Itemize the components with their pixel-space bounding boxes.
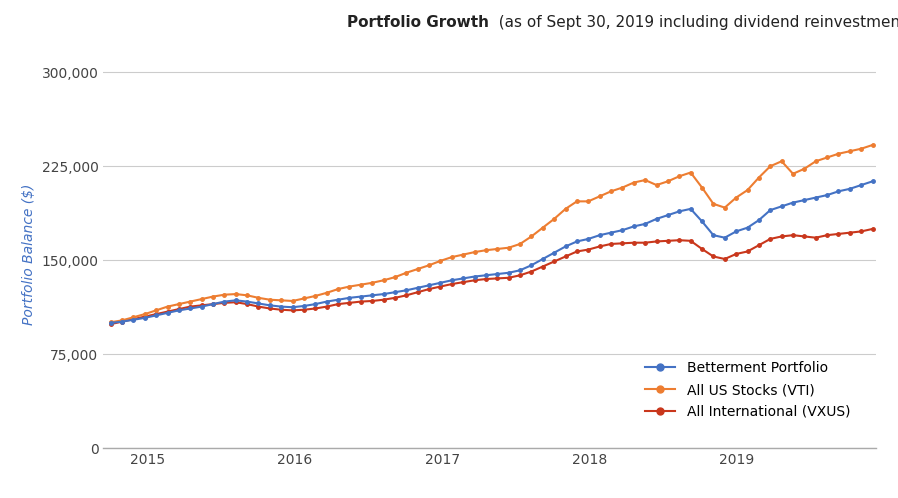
Line: Betterment Portfolio: Betterment Portfolio	[109, 180, 875, 325]
Betterment Portfolio	[276, 304, 286, 310]
All US Stocks (VTI)	[788, 171, 798, 177]
All International (VXUS)	[844, 230, 855, 236]
Line: All International (VXUS): All International (VXUS)	[109, 227, 875, 326]
All US Stocks (VTI)	[537, 225, 548, 231]
Legend: Betterment Portfolio, All US Stocks (VTI), All International (VXUS): Betterment Portfolio, All US Stocks (VTI…	[638, 355, 857, 426]
All US Stocks (VTI)	[844, 148, 855, 154]
Betterment Portfolio	[844, 186, 855, 192]
Betterment Portfolio	[105, 320, 116, 326]
All International (VXUS)	[276, 307, 286, 313]
All International (VXUS)	[287, 307, 298, 313]
All International (VXUS)	[105, 321, 116, 327]
Text: (as of Sept 30, 2019 including dividend reinvestment): (as of Sept 30, 2019 including dividend …	[489, 15, 898, 30]
All US Stocks (VTI)	[287, 298, 298, 304]
All US Stocks (VTI)	[549, 216, 559, 222]
Betterment Portfolio	[549, 249, 559, 255]
Betterment Portfolio	[537, 256, 548, 262]
All International (VXUS)	[537, 263, 548, 269]
All US Stocks (VTI)	[105, 319, 116, 325]
Betterment Portfolio	[287, 304, 298, 310]
All International (VXUS)	[549, 258, 559, 264]
All US Stocks (VTI)	[867, 142, 878, 148]
Y-axis label: Portfolio Balance ($): Portfolio Balance ($)	[22, 183, 36, 325]
All International (VXUS)	[867, 226, 878, 232]
Betterment Portfolio	[788, 200, 798, 206]
All International (VXUS)	[788, 232, 798, 238]
All US Stocks (VTI)	[276, 297, 286, 303]
Line: All US Stocks (VTI): All US Stocks (VTI)	[109, 143, 875, 324]
Betterment Portfolio	[867, 178, 878, 184]
Text: Portfolio Growth: Portfolio Growth	[348, 15, 489, 30]
